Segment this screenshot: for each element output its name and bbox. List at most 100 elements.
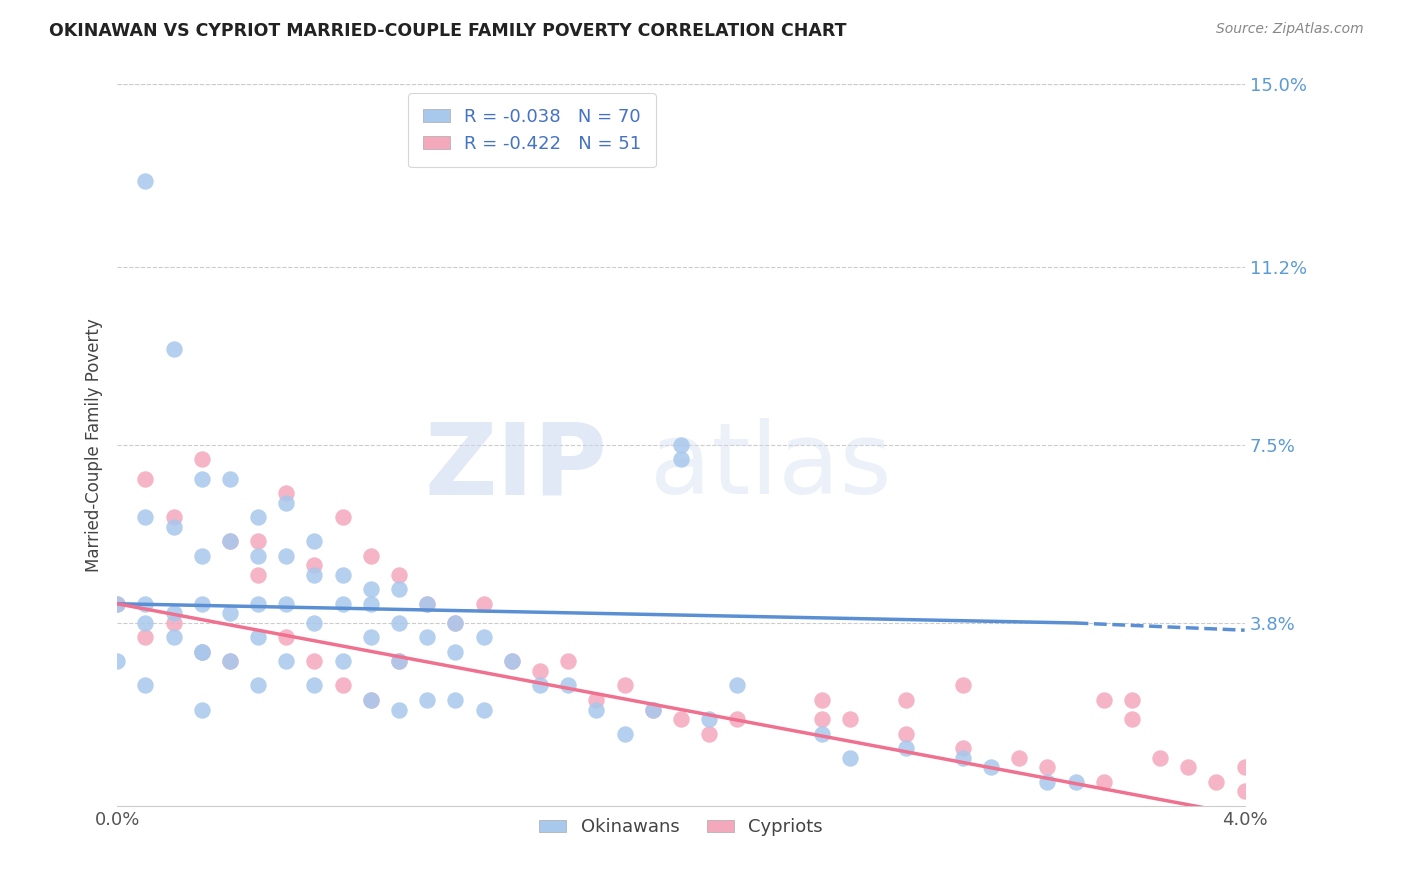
Point xyxy=(896,726,918,740)
Point xyxy=(304,534,326,549)
Point xyxy=(304,615,326,630)
Point xyxy=(276,549,298,563)
Point xyxy=(219,655,242,669)
Point xyxy=(247,631,270,645)
Point xyxy=(444,645,467,659)
Point xyxy=(444,615,467,630)
Point xyxy=(190,452,212,467)
Text: OKINAWAN VS CYPRIOT MARRIED-COUPLE FAMILY POVERTY CORRELATION CHART: OKINAWAN VS CYPRIOT MARRIED-COUPLE FAMIL… xyxy=(49,22,846,40)
Point xyxy=(162,615,184,630)
Point xyxy=(1092,774,1115,789)
Point xyxy=(219,534,242,549)
Text: ZIP: ZIP xyxy=(425,418,607,516)
Point xyxy=(190,549,212,563)
Point xyxy=(219,655,242,669)
Point xyxy=(1036,774,1059,789)
Point xyxy=(1121,712,1143,726)
Point xyxy=(501,655,523,669)
Point xyxy=(388,615,411,630)
Point xyxy=(697,712,720,726)
Point xyxy=(190,645,212,659)
Point xyxy=(1205,774,1227,789)
Point xyxy=(444,693,467,707)
Point xyxy=(360,693,382,707)
Point xyxy=(276,631,298,645)
Point xyxy=(247,549,270,563)
Point xyxy=(162,342,184,356)
Point xyxy=(360,693,382,707)
Point xyxy=(247,568,270,582)
Point xyxy=(134,510,156,524)
Point xyxy=(360,597,382,611)
Point xyxy=(669,438,692,452)
Point xyxy=(276,655,298,669)
Point xyxy=(388,655,411,669)
Point xyxy=(1008,750,1031,764)
Point xyxy=(669,452,692,467)
Point xyxy=(276,496,298,510)
Point xyxy=(416,597,439,611)
Point xyxy=(134,597,156,611)
Point xyxy=(304,655,326,669)
Point xyxy=(1092,693,1115,707)
Point xyxy=(105,597,128,611)
Point xyxy=(162,510,184,524)
Point xyxy=(134,615,156,630)
Point xyxy=(839,750,862,764)
Point xyxy=(529,664,551,678)
Point xyxy=(360,549,382,563)
Point xyxy=(162,520,184,534)
Point xyxy=(219,607,242,621)
Point xyxy=(1177,760,1199,774)
Point xyxy=(332,568,354,582)
Point xyxy=(725,712,748,726)
Point xyxy=(529,678,551,692)
Point xyxy=(811,726,834,740)
Point xyxy=(444,615,467,630)
Point xyxy=(134,631,156,645)
Point xyxy=(641,702,664,716)
Text: Source: ZipAtlas.com: Source: ZipAtlas.com xyxy=(1216,22,1364,37)
Point xyxy=(585,702,607,716)
Point xyxy=(219,472,242,486)
Point xyxy=(134,678,156,692)
Point xyxy=(276,486,298,500)
Point xyxy=(304,558,326,573)
Point xyxy=(896,693,918,707)
Legend: Okinawans, Cypriots: Okinawans, Cypriots xyxy=(531,811,830,844)
Point xyxy=(190,645,212,659)
Point xyxy=(304,678,326,692)
Point xyxy=(952,741,974,756)
Point xyxy=(360,582,382,597)
Point xyxy=(641,702,664,716)
Point xyxy=(304,568,326,582)
Point xyxy=(332,597,354,611)
Point xyxy=(725,678,748,692)
Point xyxy=(811,693,834,707)
Point xyxy=(162,607,184,621)
Point xyxy=(839,712,862,726)
Point xyxy=(190,645,212,659)
Point xyxy=(697,726,720,740)
Point xyxy=(388,655,411,669)
Point xyxy=(247,510,270,524)
Point xyxy=(332,655,354,669)
Point xyxy=(669,712,692,726)
Point xyxy=(332,510,354,524)
Point xyxy=(360,631,382,645)
Point xyxy=(247,534,270,549)
Point xyxy=(472,702,495,716)
Point xyxy=(190,472,212,486)
Point xyxy=(501,655,523,669)
Point xyxy=(613,726,636,740)
Point xyxy=(557,678,579,692)
Point xyxy=(1233,760,1256,774)
Point xyxy=(276,597,298,611)
Point xyxy=(247,597,270,611)
Point xyxy=(416,693,439,707)
Y-axis label: Married-Couple Family Poverty: Married-Couple Family Poverty xyxy=(86,318,103,572)
Point xyxy=(416,597,439,611)
Point xyxy=(105,597,128,611)
Point xyxy=(134,173,156,187)
Point xyxy=(472,631,495,645)
